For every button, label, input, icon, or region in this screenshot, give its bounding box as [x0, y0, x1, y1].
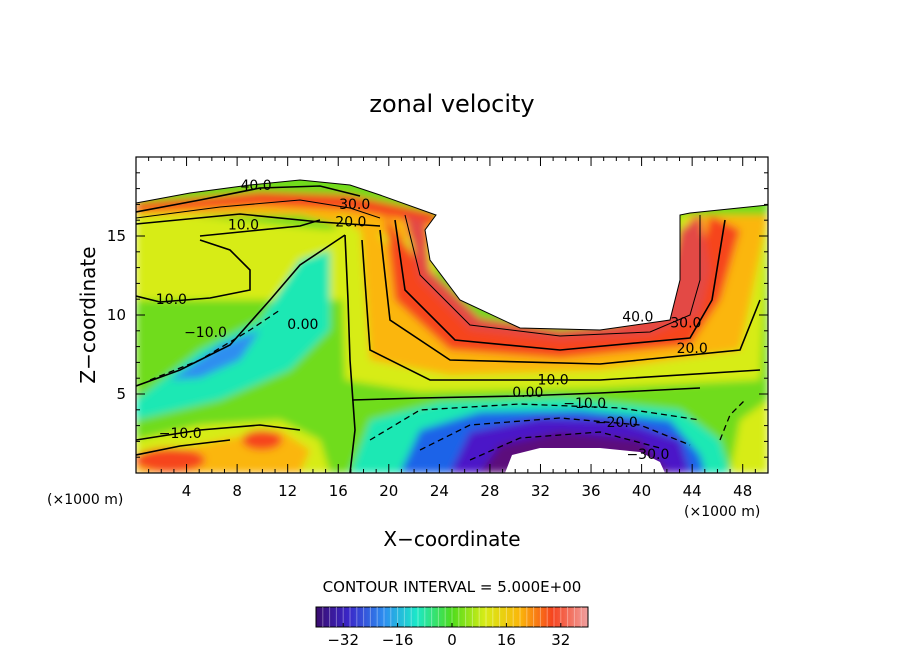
contour-label: 20.0 — [677, 341, 708, 357]
region-30-blob — [242, 430, 282, 450]
x-tick-label: 40 — [632, 482, 651, 500]
region-30-upper — [136, 192, 436, 225]
contour-40-upper — [136, 185, 361, 213]
y-tick-label: 5 — [116, 385, 126, 403]
x-tick-label: 44 — [683, 482, 702, 500]
axis-ticks — [136, 157, 768, 473]
y-axis-title: Z−coordinate — [76, 246, 100, 383]
x-tick-label: 12 — [278, 482, 297, 500]
contour-label: 10.0 — [228, 218, 259, 234]
contour-label: 40.0 — [240, 178, 271, 194]
contour-30-jet — [394, 219, 726, 351]
colorbar-tick-label: 0 — [447, 631, 457, 649]
colorbar-tick-label: 32 — [551, 631, 570, 649]
colorbar-tick-label: −32 — [327, 631, 359, 649]
contour-labels: 40.0 30.0 20.0 10.0 10.0 −10.0 0.00 −10.0 40.0 30… — [156, 178, 708, 463]
contour-m10-core — [369, 403, 701, 441]
contour-m30-core — [469, 431, 661, 461]
contour-label: 10.0 — [156, 292, 187, 308]
colorbar-tick-label: −16 — [382, 631, 414, 649]
contour-label: 40.0 — [622, 309, 653, 325]
contour-label: −10.0 — [563, 396, 606, 412]
contour-label: −30.0 — [626, 447, 669, 463]
contour-20-upper — [136, 213, 381, 227]
contour-label: 10.0 — [538, 373, 569, 389]
contour-m10-tongue — [149, 309, 281, 381]
colorbar-tick-labels: −32 −16 0 16 32 — [327, 623, 570, 649]
contour-20-jet — [379, 229, 761, 365]
contour-30-upper — [136, 199, 381, 219]
x-axis-title: X−coordinate — [383, 527, 520, 551]
contour-label: 0.00 — [287, 317, 318, 333]
contour-field: 40.0 30.0 20.0 10.0 10.0 −10.0 0.00 −10.0 40.0 30… — [136, 157, 768, 473]
contour-0-jet — [351, 387, 701, 401]
x-tick-label: 32 — [531, 482, 550, 500]
contour-40-jet — [404, 214, 701, 337]
y-tick-label: 10 — [107, 306, 126, 324]
x-tick-label: 24 — [430, 482, 449, 500]
contour-label: 30.0 — [339, 197, 370, 213]
contour-m10-right — [719, 399, 746, 441]
contour-lines — [136, 179, 768, 473]
mask-bottom-hole — [505, 448, 665, 473]
contour-m20-core — [419, 417, 691, 451]
x-tick-label: 36 — [581, 482, 600, 500]
x-tick-label: 28 — [480, 482, 499, 500]
x-tick-label: 48 — [733, 482, 752, 500]
contour-boundary-top — [136, 179, 768, 331]
y-tick-labels: 5 10 15 — [107, 227, 126, 403]
contour-label: −10.0 — [159, 426, 202, 442]
region-10-bottomright — [730, 400, 768, 473]
region-m20-tongue — [170, 330, 260, 380]
contour-10-bottomleft — [136, 439, 231, 456]
contour-label: −10.0 — [184, 325, 227, 341]
x-units-right: (×1000 m) — [684, 504, 760, 520]
colorbar-stripes — [322, 607, 582, 627]
contour-0-column — [344, 234, 356, 473]
contour-label: −20.0 — [595, 415, 638, 431]
chart-title: zonal velocity — [369, 90, 534, 118]
contour-label: 30.0 — [670, 316, 701, 332]
contour-m10-left — [136, 424, 301, 441]
x-tick-label: 16 — [329, 482, 348, 500]
contour-10-jet — [361, 239, 761, 381]
y-tick-label: 15 — [107, 227, 126, 245]
x-tick-label: 20 — [379, 482, 398, 500]
contour-10-upper — [199, 219, 321, 237]
mask-top — [136, 157, 768, 330]
contour-label: 20.0 — [335, 215, 366, 231]
x-tick-label: 4 — [182, 482, 192, 500]
contour-0-tongue — [136, 234, 346, 387]
x-tick-labels: 4 8 12 16 20 24 28 32 36 40 44 48 — [182, 482, 752, 500]
region-30-corner — [136, 448, 205, 472]
x-tick-label: 8 — [232, 482, 242, 500]
colorbar-tick-label: 16 — [497, 631, 516, 649]
contour-interval-label: CONTOUR INTERVAL = 5.000E+00 — [323, 578, 582, 596]
contour-label: 0.00 — [512, 385, 543, 401]
x-units-left: (×1000 m) — [47, 492, 123, 508]
contour-10-left — [136, 239, 251, 303]
